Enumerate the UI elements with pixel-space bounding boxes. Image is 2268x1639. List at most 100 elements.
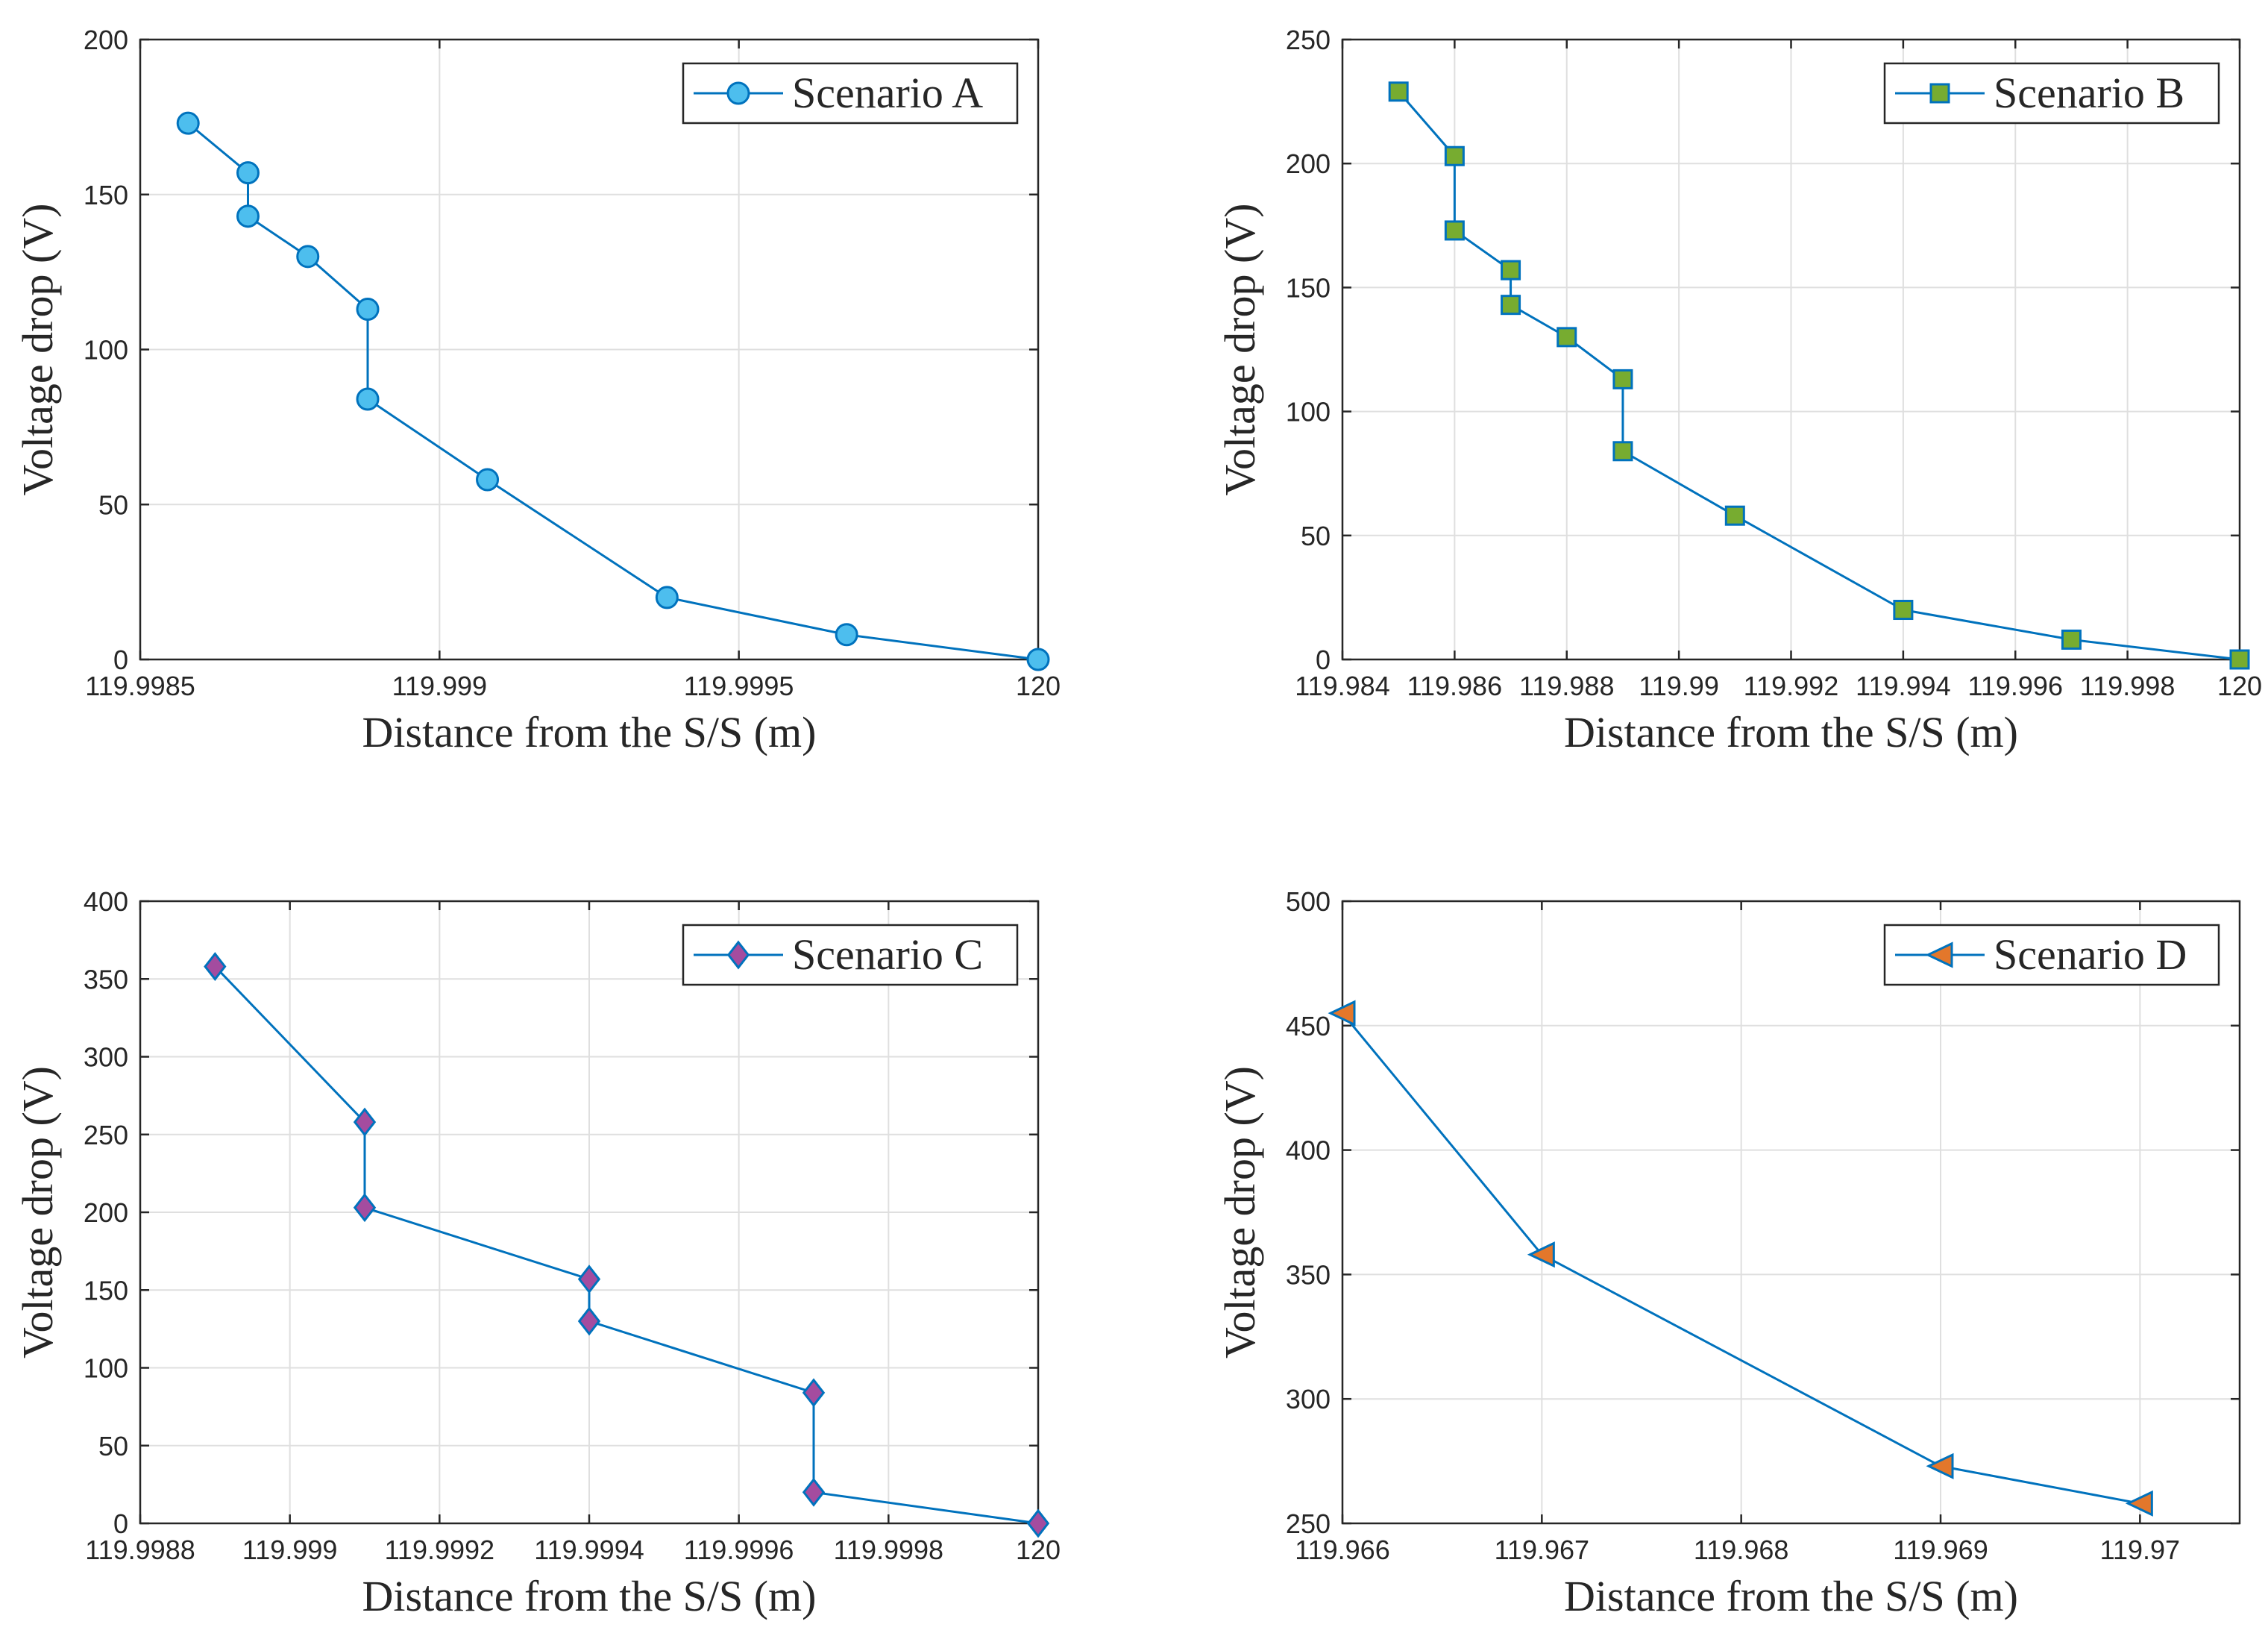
x-tick-label: 119.969 — [1893, 1535, 1988, 1565]
chart-panel-a: 119.9985 119.999 119.9995 120 0 50 100 150 200 Di… — [13, 25, 1061, 756]
y-tick-label: 500 — [1286, 886, 1331, 917]
data-point — [655, 586, 679, 609]
data-point — [1501, 260, 1521, 281]
legend: Scenario B — [1883, 62, 2220, 125]
legend: Scenario C — [682, 924, 1019, 986]
grid-lines — [1342, 901, 2240, 1523]
x-axis-label: Distance from the S/S (m) — [1564, 708, 2018, 756]
y-tick-label: 50 — [1301, 521, 1331, 551]
y-tick-label: 450 — [1286, 1011, 1331, 1041]
data-point — [296, 245, 320, 269]
data-point — [353, 1193, 377, 1223]
x-tick-label: 119.994 — [1856, 671, 1950, 701]
data-point — [1612, 441, 1633, 462]
x-axis-label: Distance from the S/S (m) — [362, 708, 817, 756]
legend-marker — [1925, 941, 1953, 968]
series-line — [1341, 1012, 2140, 1505]
data-point — [1026, 1508, 1050, 1538]
x-tick-label: 119.998 — [2080, 671, 2175, 701]
data-point — [1388, 81, 1409, 102]
x-tick-label: 119.9988 — [85, 1535, 195, 1565]
x-axis-label: Distance from the S/S (m) — [1564, 1572, 2018, 1620]
data-point — [1612, 369, 1633, 389]
data-point — [835, 623, 858, 647]
x-tick-label: 119.9998 — [834, 1535, 943, 1565]
grid-lines — [140, 901, 1038, 1523]
y-tick-label: 350 — [1286, 1259, 1331, 1290]
data-point — [1501, 295, 1521, 316]
y-tick-label: 300 — [84, 1042, 128, 1073]
axes-box — [1341, 900, 2241, 1525]
y-tick-label: 200 — [84, 1197, 128, 1228]
data-point — [2061, 629, 2082, 650]
series-line — [1398, 90, 2240, 661]
x-tick-label: 119.966 — [1295, 1535, 1389, 1565]
data-point — [1893, 600, 1914, 621]
x-tick-label: 119.992 — [1744, 671, 1838, 701]
y-tick-label: 0 — [113, 1508, 128, 1539]
y-tick-label: 250 — [84, 1120, 128, 1150]
data-point — [2229, 649, 2250, 670]
data-point — [1328, 1000, 1356, 1027]
y-tick-label: 50 — [98, 1431, 128, 1461]
y-tick-label: 0 — [113, 645, 128, 675]
x-tick-label: 120 — [2217, 671, 2262, 701]
y-axis-label: Voltage drop (V) — [13, 204, 62, 496]
data-point — [476, 468, 500, 492]
data-point — [356, 297, 380, 321]
legend-label: Scenario B — [1994, 69, 2184, 117]
data-point — [1556, 327, 1577, 348]
y-tick-label: 300 — [1286, 1384, 1331, 1414]
y-tick-label: 350 — [84, 964, 128, 994]
x-tick-label: 119.9994 — [534, 1535, 644, 1565]
data-point — [204, 952, 227, 982]
y-tick-label: 50 — [98, 489, 128, 520]
y-tick-label: 100 — [84, 1353, 128, 1384]
data-point — [802, 1477, 826, 1507]
y-tick-label: 150 — [1286, 272, 1331, 303]
x-tick-label: 120 — [1016, 671, 1061, 701]
y-axis-label: Voltage drop (V) — [13, 1066, 62, 1358]
y-tick-label: 200 — [84, 25, 128, 55]
legend-label: Scenario D — [1994, 930, 2187, 979]
legend-label: Scenario A — [792, 69, 983, 117]
y-tick-label: 150 — [84, 180, 128, 210]
legend: Scenario D — [1883, 924, 2220, 986]
chart-panel-d: 119.966 119.967 119.968 119.969 119.97 250 300… — [1216, 886, 2241, 1620]
x-tick-label: 119.97 — [2100, 1535, 2180, 1565]
legend-marker — [726, 940, 750, 970]
y-tick-label: 250 — [1286, 25, 1331, 55]
data-point — [1444, 145, 1465, 166]
y-tick-label: 400 — [1286, 1135, 1331, 1166]
data-point — [577, 1306, 601, 1336]
x-tick-label: 119.999 — [242, 1535, 337, 1565]
data-point — [577, 1264, 601, 1294]
data-point — [356, 387, 380, 411]
plot-area — [1342, 901, 2240, 1523]
data-point — [176, 111, 200, 135]
x-tick-label: 119.984 — [1295, 671, 1389, 701]
y-tick-label: 0 — [1316, 645, 1331, 675]
y-tick-label: 150 — [84, 1275, 128, 1306]
legend-marker — [1929, 83, 1950, 104]
data-point — [1926, 1452, 1954, 1479]
y-axis-label: Voltage drop (V) — [1216, 204, 1264, 496]
x-tick-label: 119.9996 — [684, 1535, 794, 1565]
legend-marker — [726, 81, 750, 105]
chart-panel-b: 119.984 119.986 119.988 119.99 119.992 119.99… — [1216, 25, 2262, 756]
data-point — [353, 1107, 377, 1137]
data-point — [802, 1378, 826, 1408]
y-tick-label: 100 — [1286, 397, 1331, 427]
x-tick-label: 119.996 — [1968, 671, 2063, 701]
x-axis-label: Distance from the S/S (m) — [362, 1572, 817, 1620]
x-tick-label: 119.99 — [1639, 671, 1718, 701]
grid-lines — [140, 40, 1038, 659]
x-tick-label: 119.986 — [1407, 671, 1502, 701]
x-tick-label: 119.999 — [392, 671, 487, 701]
grid-lines — [1342, 40, 2240, 659]
x-tick-label: 120 — [1016, 1535, 1061, 1565]
data-point — [2125, 1490, 2153, 1517]
y-tick-label: 100 — [84, 335, 128, 366]
legend-label: Scenario C — [792, 930, 983, 979]
